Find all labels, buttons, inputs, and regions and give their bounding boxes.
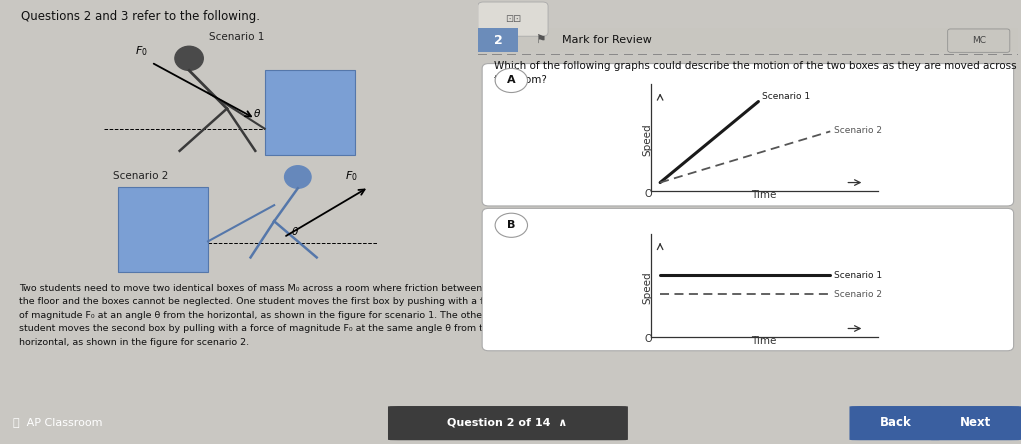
FancyBboxPatch shape xyxy=(849,406,941,440)
Text: Scenario 2: Scenario 2 xyxy=(834,126,882,135)
Text: ⧗  AP Classroom: ⧗ AP Classroom xyxy=(13,417,103,427)
FancyBboxPatch shape xyxy=(388,406,628,440)
FancyBboxPatch shape xyxy=(947,29,1010,52)
Text: B: B xyxy=(507,220,516,230)
Text: Scenario 1: Scenario 1 xyxy=(834,271,882,280)
Text: Time: Time xyxy=(751,336,777,346)
Text: ⚑: ⚑ xyxy=(535,34,545,47)
FancyBboxPatch shape xyxy=(482,208,1014,351)
Text: O: O xyxy=(645,189,652,198)
FancyBboxPatch shape xyxy=(478,28,519,52)
Text: ⊡⊡: ⊡⊡ xyxy=(504,14,521,24)
FancyBboxPatch shape xyxy=(478,28,1018,52)
FancyBboxPatch shape xyxy=(929,406,1021,440)
Text: Scenario 2: Scenario 2 xyxy=(834,289,882,298)
Text: Which of the following graphs could describe the motion of the two boxes as they: Which of the following graphs could desc… xyxy=(494,61,1017,85)
FancyBboxPatch shape xyxy=(478,2,548,36)
Text: A: A xyxy=(507,75,516,85)
Circle shape xyxy=(495,213,528,238)
Text: 2: 2 xyxy=(472,427,478,436)
Text: $F_0$: $F_0$ xyxy=(345,169,358,183)
Text: Mark for Review: Mark for Review xyxy=(562,35,651,45)
Text: Two students need to move two identical boxes of mass M₀ across a room where fri: Two students need to move two identical … xyxy=(19,284,504,347)
Text: O: O xyxy=(645,334,652,344)
Text: Speed: Speed xyxy=(642,271,652,304)
Circle shape xyxy=(285,166,311,188)
Text: Scenario 2: Scenario 2 xyxy=(113,171,168,181)
FancyBboxPatch shape xyxy=(118,187,208,272)
Text: $\theta$: $\theta$ xyxy=(291,225,299,238)
Text: 2: 2 xyxy=(494,34,502,47)
FancyBboxPatch shape xyxy=(482,63,1014,206)
Text: Question 2 of 14  ∧: Question 2 of 14 ∧ xyxy=(447,417,568,427)
Text: Back: Back xyxy=(879,416,912,429)
Text: Questions 2 and 3 refer to the following.: Questions 2 and 3 refer to the following… xyxy=(21,10,260,23)
Text: Speed: Speed xyxy=(642,123,652,156)
Circle shape xyxy=(175,46,203,71)
Text: Scenario 1: Scenario 1 xyxy=(763,91,811,101)
Text: $\theta$: $\theta$ xyxy=(253,107,261,119)
Text: Next: Next xyxy=(960,416,990,429)
FancyBboxPatch shape xyxy=(264,71,354,155)
Text: Time: Time xyxy=(751,190,777,200)
Text: MC: MC xyxy=(972,36,986,45)
Text: $F_0$: $F_0$ xyxy=(135,44,147,58)
Text: Scenario 1: Scenario 1 xyxy=(208,32,264,42)
Text: 1: 1 xyxy=(472,414,478,424)
Circle shape xyxy=(495,68,528,92)
